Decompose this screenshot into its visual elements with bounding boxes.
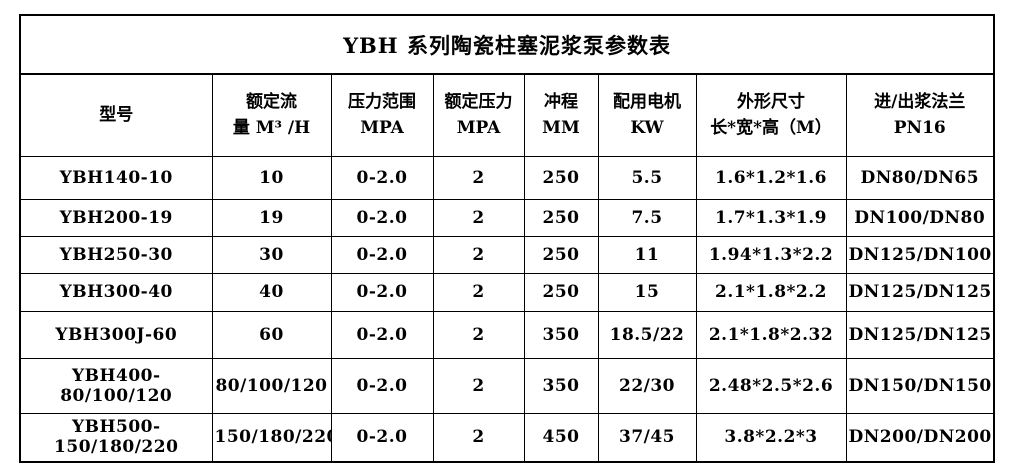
column-header-line1: 额定流 (246, 91, 297, 112)
column-header-line2: KW (630, 118, 664, 139)
table-cell: 2 (432, 198, 525, 237)
table-row: YBH140-10 10 0-2.0 2 250 5.5 1.6*1.2*1.6 DN80/D… (19, 155, 995, 200)
column-header-line1: 冲程 (544, 91, 578, 112)
table-cell: YBH250-30 (19, 235, 213, 274)
table-cell: 0-2.0 (330, 198, 434, 237)
table-cell: 18.5/22 (597, 310, 697, 359)
table-cell: 0-2.0 (330, 235, 434, 274)
table-cell: 2 (432, 412, 525, 463)
table-cell: 2 (432, 235, 525, 274)
column-header-line2: MPA (456, 118, 501, 139)
table-cell: 450 (523, 412, 599, 463)
table-cell: DN200/DN200 (845, 412, 995, 463)
table-cell: 2 (432, 310, 525, 359)
column-header-line2: 量 M³ /H (232, 118, 311, 139)
column-header-line1: 配用电机 (613, 91, 681, 112)
table-row: YBH500-150/180/220 150/180/220 0-2.0 2 450 37… (19, 412, 995, 463)
table-cell: 2.48*2.5*2.6 (695, 357, 847, 414)
table-cell: 2 (432, 155, 525, 200)
table-title: YBH 系列陶瓷柱塞泥浆泵参数表 (19, 14, 995, 75)
table-cell: 250 (523, 272, 599, 312)
table-cell: 22/30 (597, 357, 697, 414)
table-cell: 19 (211, 198, 332, 237)
table-cell: YBH300J-60 (19, 310, 213, 359)
table-row: YBH400-80/100/120 80/100/120 0-2.0 2 350 22/3… (19, 357, 995, 414)
table-cell: 1.7*1.3*1.9 (695, 198, 847, 237)
column-header-line1: 额定压力 (444, 91, 513, 112)
table-cell: 2.1*1.8*2.32 (695, 310, 847, 359)
column-header: 冲程 MM (523, 73, 599, 157)
table-cell: 150/180/220 (211, 412, 332, 463)
table-cell: 80/100/120 (211, 357, 332, 414)
table-cell: 0-2.0 (330, 155, 434, 200)
table-cell: 2.1*1.8*2.2 (695, 272, 847, 312)
table-cell: 250 (523, 198, 599, 237)
column-header-line2: MPA (360, 118, 404, 139)
table-cell: 60 (211, 310, 332, 359)
table-cell: 5.5 (597, 155, 697, 200)
column-header: 外形尺寸长*宽*高（M） (695, 73, 847, 157)
column-header-line1: 外形尺寸 (737, 91, 805, 112)
table-cell: DN80/DN65 (845, 155, 995, 200)
table-cell: YBH500-150/180/220 (19, 412, 213, 463)
table-cell: 0-2.0 (330, 310, 434, 359)
column-header-line1: 型号 (99, 105, 134, 126)
table-body: YBH140-10 10 0-2.0 2 250 5.5 1.6*1.2*1.6 DN80/D… (19, 155, 995, 463)
table-cell: 40 (211, 272, 332, 312)
table-cell: 350 (523, 357, 599, 414)
table-cell: 3.8*2.2*3 (695, 412, 847, 463)
table-title-row: YBH 系列陶瓷柱塞泥浆泵参数表 (19, 14, 995, 75)
table-cell: 0-2.0 (330, 412, 434, 463)
pump-parameter-table: YBH 系列陶瓷柱塞泥浆泵参数表 型号 额定流量 M³ /H 压力范围 MPA 额定压力… (19, 14, 996, 463)
table-cell: 250 (523, 235, 599, 274)
table-cell: 250 (523, 155, 599, 200)
table-cell: 37/45 (597, 412, 697, 463)
table-cell: DN125/DN125 (845, 272, 995, 312)
table-cell: YBH300-40 (19, 272, 213, 312)
table-cell: 10 (211, 155, 332, 200)
column-header: 进/出浆法兰 PN16 (845, 73, 995, 157)
table-cell: 0-2.0 (330, 272, 434, 312)
table-cell: DN125/DN125 (845, 310, 995, 359)
table-cell: 0-2.0 (330, 357, 434, 414)
table-cell: 2 (432, 272, 525, 312)
table-header-row: 型号 额定流量 M³ /H 压力范围 MPA 额定压力 MPA 冲程 MM 配用电机 KW 外形尺寸… (19, 73, 995, 157)
table-cell: YBH400-80/100/120 (19, 357, 213, 414)
table-row: YBH200-19 19 0-2.0 2 250 7.5 1.7*1.3*1.9 DN100/… (19, 198, 995, 237)
table-cell: 1.6*1.2*1.6 (695, 155, 847, 200)
table-cell: 1.94*1.3*2.2 (695, 235, 847, 274)
column-header: 额定流量 M³ /H (211, 73, 332, 157)
table-cell: 15 (597, 272, 697, 312)
table-cell: 11 (597, 235, 697, 274)
table-cell: YBH200-19 (19, 198, 213, 237)
table-row: YBH250-30 30 0-2.0 2 250 11 1.94*1.3*2.2 DN125/… (19, 235, 995, 274)
table-cell: 30 (211, 235, 332, 274)
table-cell: 350 (523, 310, 599, 359)
column-header: 压力范围 MPA (330, 73, 434, 157)
table-cell: 2 (432, 357, 525, 414)
column-header: 额定压力 MPA (432, 73, 525, 157)
column-header-line2: MM (542, 118, 580, 139)
table-row: YBH300-40 40 0-2.0 2 250 15 2.1*1.8*2.2 DN125/D… (19, 272, 995, 312)
column-header-line2: 长*宽*高（M） (710, 118, 832, 139)
column-header: 配用电机 KW (597, 73, 697, 157)
table-cell: DN150/DN150 (845, 357, 995, 414)
column-header-line1: 进/出浆法兰 (874, 91, 966, 112)
table-cell: 7.5 (597, 198, 697, 237)
column-header-line1: 压力范围 (348, 91, 416, 112)
column-header: 型号 (19, 73, 213, 157)
table-cell: YBH140-10 (19, 155, 213, 200)
column-header-line2: PN16 (893, 118, 946, 139)
table-row: YBH300J-60 60 0-2.0 2 350 18.5/22 2.1*1.8*2.32… (19, 310, 995, 359)
table-cell: DN125/DN100 (845, 235, 995, 274)
table-cell: DN100/DN80 (845, 198, 995, 237)
